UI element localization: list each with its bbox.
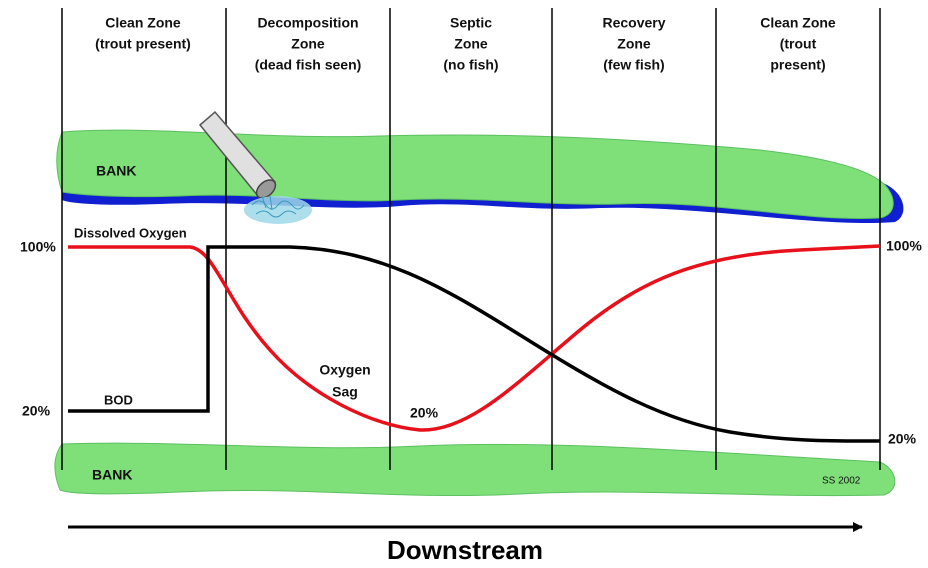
bod-label: BOD [104, 392, 133, 407]
direction-label: Downstream [387, 535, 543, 563]
dissolved-oxygen-curve [68, 246, 880, 430]
axis-label: 100% [886, 238, 922, 254]
zone-label: (no fish) [443, 57, 498, 73]
bank-top [57, 130, 893, 218]
zone-label: (trout [780, 36, 817, 52]
zone-label: (dead fish seen) [255, 57, 362, 73]
zone-label: Zone [454, 36, 488, 52]
diagram: Clean Zone (trout present) Decomposition… [0, 0, 928, 563]
credit: SS 2002 [822, 476, 861, 487]
zone-label: Decomposition [257, 15, 358, 31]
zone-label: Zone [617, 36, 651, 52]
zone-label: Septic [450, 15, 492, 31]
zone-label: (few fish) [603, 57, 664, 73]
bod-curve [68, 247, 880, 441]
zone-label: Recovery [602, 15, 665, 31]
zone-label: Clean Zone [105, 15, 181, 31]
dissolved-oxygen-label: Dissolved Oxygen [74, 225, 187, 240]
zone-label: Zone [291, 36, 325, 52]
oxygen-sag-label: Sag [332, 384, 358, 400]
zone-label: (trout present) [95, 36, 191, 52]
page: {"zones": [ ["Clean Zone", "(trout prese… [0, 0, 928, 563]
oxygen-sag-label: Oxygen [319, 362, 370, 378]
zone-label: Clean Zone [760, 15, 836, 31]
axis-label: 20% [888, 431, 917, 447]
axis-label: 20% [22, 403, 51, 419]
bank-label: BANK [96, 163, 136, 179]
bank-bottom [55, 443, 895, 495]
axis-label: 100% [20, 239, 56, 255]
bank-label: BANK [92, 467, 132, 483]
zone-label: present) [770, 57, 825, 73]
sag-minimum-label: 20% [410, 405, 439, 421]
